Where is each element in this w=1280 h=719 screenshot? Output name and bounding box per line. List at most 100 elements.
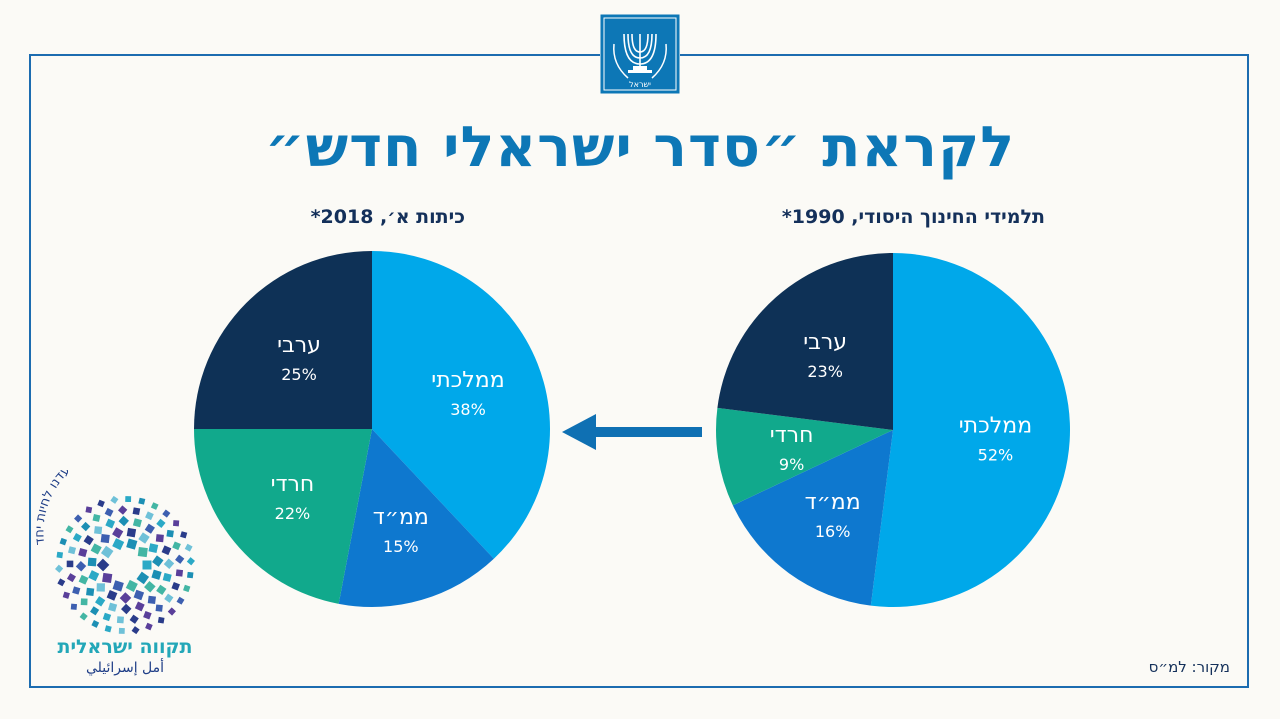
chart-2018-title: כיתות א׳, 2018* bbox=[310, 206, 465, 228]
logo-tile-26 bbox=[147, 595, 156, 604]
logo-tile-72 bbox=[118, 627, 125, 634]
logo-tile-69 bbox=[164, 593, 174, 603]
pie-1990-slice-3-value: 23% bbox=[807, 362, 843, 381]
logo-tile-5 bbox=[96, 558, 110, 572]
logo-tile-91 bbox=[173, 520, 180, 527]
logo-tile-58 bbox=[92, 514, 101, 522]
logo-tile-96 bbox=[183, 584, 191, 593]
logo-tile-36 bbox=[94, 526, 103, 535]
logo-tagline: נועדנו לחיות יחד bbox=[32, 470, 80, 546]
logo-tile-66 bbox=[175, 554, 185, 564]
logo-tile-2 bbox=[125, 579, 138, 592]
logo-tile-81 bbox=[59, 537, 67, 546]
logo-tile-25 bbox=[156, 584, 167, 595]
pie-2018-slice-0-label: ממלכתי bbox=[431, 368, 504, 393]
logo-tile-32 bbox=[78, 574, 89, 585]
logo-tile-35 bbox=[83, 535, 94, 546]
pie-1990-slice-3-label: ערבי bbox=[803, 330, 847, 355]
pie-1990-slice-3 bbox=[717, 253, 893, 430]
logo-tile-77 bbox=[62, 591, 70, 599]
logo-tile-18 bbox=[90, 543, 102, 555]
logo-tile-54 bbox=[66, 560, 74, 568]
logo-tile-65 bbox=[172, 541, 181, 551]
logo-tile-89 bbox=[150, 502, 159, 510]
logo-tile-7 bbox=[112, 538, 125, 551]
logo-tile-79 bbox=[55, 564, 64, 573]
pie-2018-slice-2-value: 22% bbox=[275, 504, 311, 523]
logo-tile-56 bbox=[72, 533, 82, 543]
logo-tile-6 bbox=[100, 545, 114, 559]
pie-2018-slice-1-value: 15% bbox=[383, 537, 419, 556]
logo-tile-13 bbox=[119, 592, 132, 604]
logo-tile-9 bbox=[137, 547, 148, 558]
logo-tile-38 bbox=[118, 515, 129, 527]
logo-tile-8 bbox=[126, 538, 138, 550]
pie-1990-slice-0-label: ממלכתי bbox=[959, 413, 1032, 438]
logo-tile-93 bbox=[184, 543, 193, 552]
logo-tile-14 bbox=[106, 589, 118, 601]
logo-tile-92 bbox=[180, 531, 188, 539]
tikva-israelit-logo: נועדנו לחיות יחד bbox=[30, 456, 230, 690]
pie-1990-slice-0 bbox=[870, 253, 1070, 607]
logo-tile-39 bbox=[132, 518, 142, 528]
logo-tile-64 bbox=[166, 529, 174, 538]
pie-2018-slice-0 bbox=[372, 251, 550, 559]
logo-tile-22 bbox=[138, 532, 150, 544]
logo-tile-51 bbox=[80, 598, 88, 606]
menorah-emblem-icon: ישראל bbox=[600, 14, 680, 94]
logo-tile-88 bbox=[138, 497, 146, 505]
logo-tile-16 bbox=[88, 570, 100, 582]
pie-1990-slice-2-label: חרדי bbox=[770, 423, 814, 448]
logo-tile-40 bbox=[144, 523, 155, 534]
logo-tile-47 bbox=[129, 614, 139, 624]
logo-tile-1 bbox=[136, 571, 150, 585]
pie-2018-slice-2-label: חרדי bbox=[271, 472, 315, 497]
logo-name: תקווה ישראלית bbox=[57, 636, 193, 658]
chart-1990-title: תלמידי החינוך היסודי, 1990* bbox=[781, 206, 1045, 228]
logo-tile-49 bbox=[102, 612, 112, 622]
pie-1990-slice-2 bbox=[715, 407, 893, 506]
logo-tile-71 bbox=[131, 626, 140, 635]
logo-tile-28 bbox=[121, 603, 132, 615]
logo-tile-52 bbox=[72, 586, 81, 595]
logo-tile-98 bbox=[167, 607, 176, 616]
pie-1990-slice-1-label: ממ״ד bbox=[805, 490, 861, 515]
logo-tile-48 bbox=[116, 616, 124, 624]
logo-tile-34 bbox=[78, 548, 88, 558]
logo-tile-30 bbox=[95, 596, 106, 607]
logo-tile-94 bbox=[186, 557, 195, 566]
logo-tile-42 bbox=[161, 545, 172, 556]
pie-2018-slice-1 bbox=[338, 429, 494, 607]
logo-tile-99 bbox=[157, 616, 165, 624]
logo-tile-4 bbox=[102, 572, 113, 584]
logo-tile-84 bbox=[85, 506, 93, 514]
logo-tile-24 bbox=[152, 555, 164, 567]
logo-tile-55 bbox=[67, 546, 77, 555]
page-title: לקראת ״סדר ישראלי חדש״ bbox=[264, 115, 1016, 180]
logo-tile-59 bbox=[104, 507, 114, 517]
pie-1990-slice-0-value: 52% bbox=[978, 445, 1014, 464]
pie-1990-slice-2-value: 9% bbox=[779, 455, 804, 474]
logo-tile-80 bbox=[56, 551, 64, 559]
logo-arabic-name: أمل إسرائيلي bbox=[85, 660, 165, 676]
logo-tile-83 bbox=[74, 514, 83, 523]
left-arrow-icon bbox=[562, 414, 702, 450]
logo-tile-45 bbox=[155, 604, 163, 612]
logo-tile-60 bbox=[118, 505, 128, 515]
logo-tile-86 bbox=[110, 495, 119, 504]
logo-mosaic-icon: נועדנו לחיות יחד bbox=[32, 456, 195, 635]
pie-2018-slice-3-value: 25% bbox=[281, 365, 317, 384]
logo-tile-37 bbox=[105, 518, 116, 529]
logo-tile-57 bbox=[81, 521, 91, 532]
logo-tile-68 bbox=[171, 582, 180, 591]
logo-tile-41 bbox=[155, 534, 164, 543]
logo-tile-61 bbox=[132, 507, 141, 516]
pie-2018-slice-3 bbox=[194, 251, 372, 429]
logo-tile-87 bbox=[125, 496, 132, 503]
logo-tile-82 bbox=[65, 525, 74, 534]
logo-tile-53 bbox=[66, 573, 76, 583]
logo-tile-62 bbox=[145, 511, 154, 521]
logo-tile-76 bbox=[70, 603, 78, 610]
pie-2018-slice-0-value: 38% bbox=[450, 400, 486, 419]
